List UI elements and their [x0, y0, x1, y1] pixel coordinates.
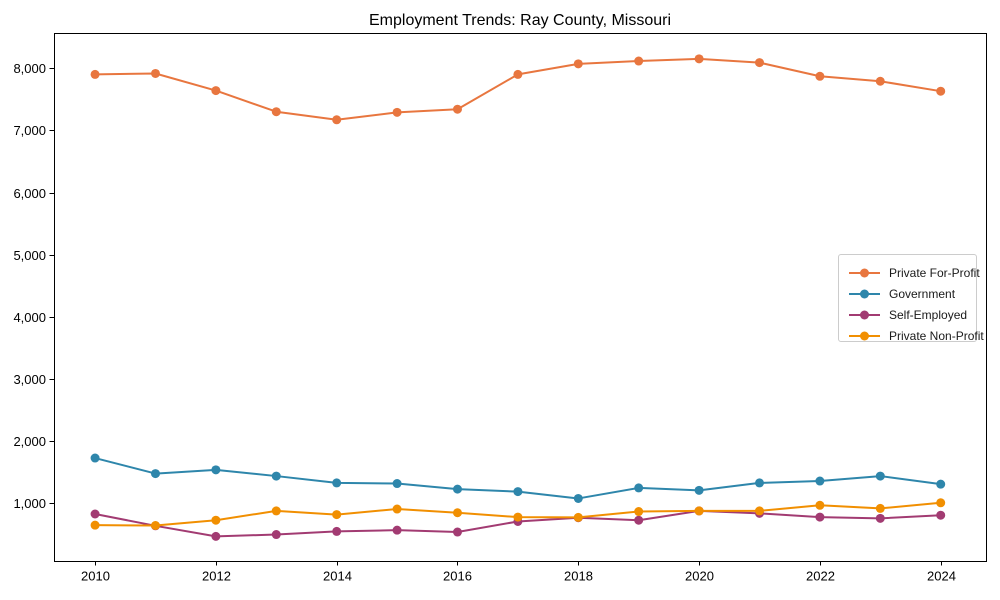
data-point-marker: [815, 500, 825, 510]
legend-item-government: Government: [848, 283, 976, 304]
x-tick-label: 2024: [927, 569, 956, 584]
plot-border: [54, 33, 987, 562]
data-point-marker: [875, 503, 885, 513]
data-point-marker: [150, 520, 160, 530]
data-point-marker: [332, 510, 342, 520]
data-point-marker: [815, 71, 825, 81]
data-point-marker: [150, 68, 160, 78]
data-point-marker: [90, 520, 100, 530]
data-point-marker: [90, 453, 100, 463]
data-point-marker: [392, 504, 402, 514]
data-point-marker: [271, 506, 281, 516]
x-tick-label: 2010: [81, 569, 110, 584]
legend-label: Private Non-Profit: [889, 328, 984, 343]
y-tick-label: 4,000: [13, 310, 46, 325]
y-tick-label: 2,000: [13, 434, 46, 449]
data-point-marker: [452, 508, 462, 518]
line-marker-icon: [849, 268, 880, 277]
data-point-marker: [875, 471, 885, 481]
data-point-marker: [815, 476, 825, 486]
data-point-marker: [332, 526, 342, 536]
data-point-marker: [271, 471, 281, 481]
data-point-marker: [392, 479, 402, 489]
data-point-marker: [694, 485, 704, 495]
data-point-marker: [754, 506, 764, 516]
data-point-marker: [694, 54, 704, 64]
data-point-marker: [936, 479, 946, 489]
x-tick-label: 2020: [685, 569, 714, 584]
data-point-marker: [452, 527, 462, 537]
data-point-marker: [90, 69, 100, 79]
data-point-marker: [573, 493, 583, 503]
data-point-marker: [875, 513, 885, 523]
legend-label: Self-Employed: [889, 307, 968, 322]
data-point-marker: [694, 506, 704, 516]
data-point-marker: [211, 465, 221, 475]
y-tick-label: 7,000: [13, 123, 46, 138]
data-point-marker: [936, 510, 946, 520]
data-point-marker: [211, 531, 221, 541]
data-point-marker: [936, 498, 946, 508]
data-point-marker: [513, 512, 523, 522]
legend-item-self-employed: Self-Employed: [848, 304, 976, 325]
data-point-marker: [392, 107, 402, 117]
legend-item-private-for-profit: Private For-Profit: [848, 262, 980, 283]
data-point-marker: [271, 530, 281, 540]
y-tick-label: 3,000: [13, 372, 46, 387]
data-point-marker: [332, 115, 342, 125]
data-point-marker: [754, 478, 764, 488]
data-point-marker: [754, 58, 764, 68]
y-tick-label: 1,000: [13, 496, 46, 511]
y-tick-label: 5,000: [13, 248, 46, 263]
data-point-marker: [936, 86, 946, 96]
data-point-marker: [452, 484, 462, 494]
data-point-marker: [271, 107, 281, 117]
data-point-marker: [815, 512, 825, 522]
legend-label: Government: [889, 286, 956, 301]
data-point-marker: [452, 104, 462, 114]
data-point-marker: [513, 69, 523, 79]
legend: Private For-Profit Government Self-Emplo…: [838, 254, 984, 343]
series-line: [94, 57, 942, 121]
data-point-marker: [211, 515, 221, 525]
data-point-marker: [90, 509, 100, 519]
line-marker-icon: [849, 289, 880, 298]
x-tick-label: 2022: [806, 569, 835, 584]
y-tick-label: 6,000: [13, 186, 46, 201]
x-tick-label: 2018: [564, 569, 593, 584]
data-point-marker: [634, 483, 644, 493]
data-point-marker: [634, 507, 644, 517]
chart-title: Employment Trends: Ray County, Missouri: [368, 12, 672, 29]
x-tick-label: 2012: [202, 569, 231, 584]
data-point-marker: [332, 478, 342, 488]
legend-item-private-non-profit: Private Non-Profit: [848, 325, 984, 346]
line-marker-icon: [849, 310, 880, 319]
data-point-marker: [634, 56, 644, 66]
x-tick-label: 2016: [443, 569, 472, 584]
line-marker-icon: [849, 331, 880, 340]
data-point-marker: [573, 59, 583, 69]
legend-label: Private For-Profit: [889, 265, 980, 280]
data-point-marker: [573, 512, 583, 522]
data-point-marker: [875, 76, 885, 86]
data-point-marker: [634, 515, 644, 525]
data-point-marker: [150, 469, 160, 479]
y-tick-label: 8,000: [13, 61, 46, 76]
data-point-marker: [513, 487, 523, 497]
data-point-marker: [392, 525, 402, 535]
x-tick-label: 2014: [323, 569, 352, 584]
data-point-marker: [211, 86, 221, 96]
